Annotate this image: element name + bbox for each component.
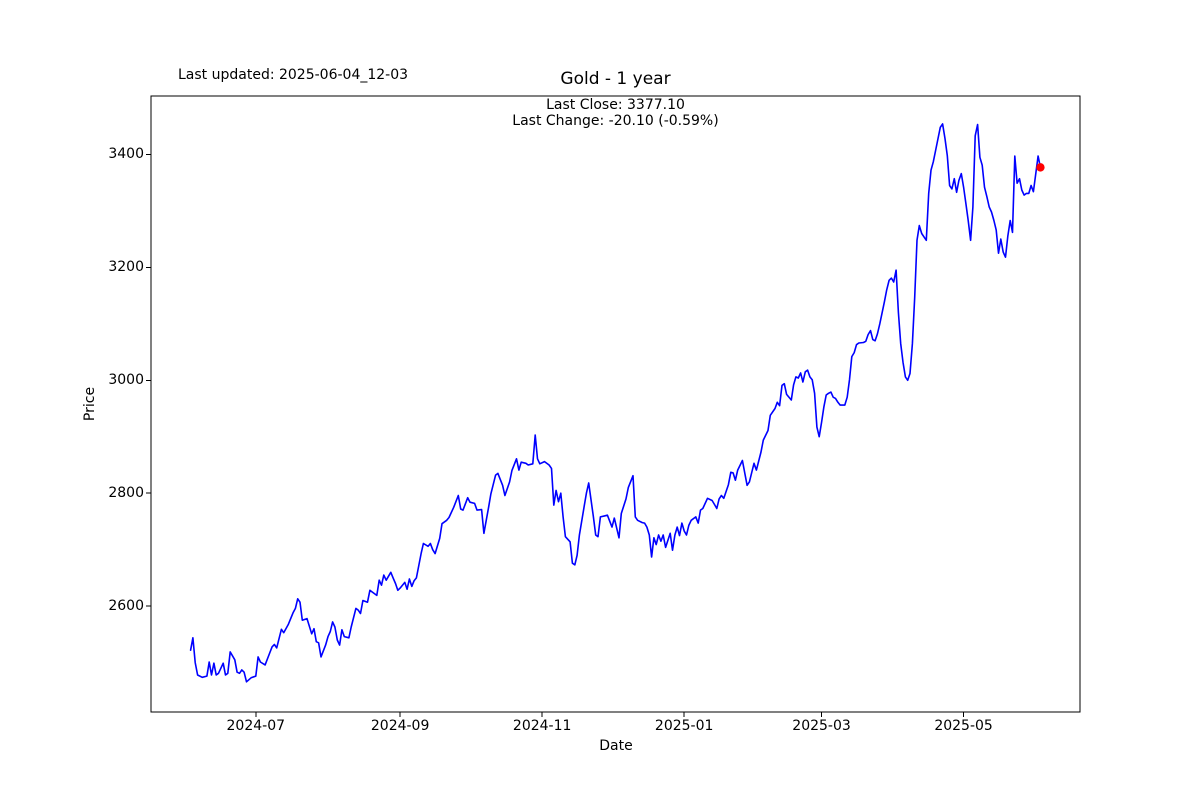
x-tick-label: 2024-11: [512, 718, 572, 734]
y-tick-label: 3000: [108, 372, 144, 389]
last-close-marker: [1036, 163, 1045, 172]
annotation-last-change: Last Change: -20.10 (-0.59%): [512, 113, 719, 129]
last-updated-text: Last updated: 2025-06-04_12-03: [178, 67, 409, 83]
x-tick-label: 2025-03: [792, 718, 851, 734]
x-tick-label: 2025-01: [654, 718, 714, 734]
y-tick-label: 2800: [108, 485, 144, 502]
price-line: [189, 123, 1042, 683]
x-tick-label: 2024-07: [226, 718, 286, 734]
chart-title: Gold - 1 year: [560, 69, 671, 89]
x-axis-label: Date: [599, 738, 633, 754]
y-tick-label: 3200: [108, 259, 144, 276]
axes-frame: [150, 95, 1081, 713]
price-annotation: Last Close: 3377.10 Last Change: -20.10 …: [151, 97, 1080, 129]
y-axis-label: Price: [82, 386, 98, 422]
y-tick-label: 2600: [108, 598, 144, 615]
annotation-last-close: Last Close: 3377.10: [546, 97, 685, 113]
y-tick-label: 3400: [108, 146, 144, 163]
x-tick-label: 2025-05: [934, 718, 993, 734]
x-tick-label: 2024-09: [370, 718, 430, 734]
